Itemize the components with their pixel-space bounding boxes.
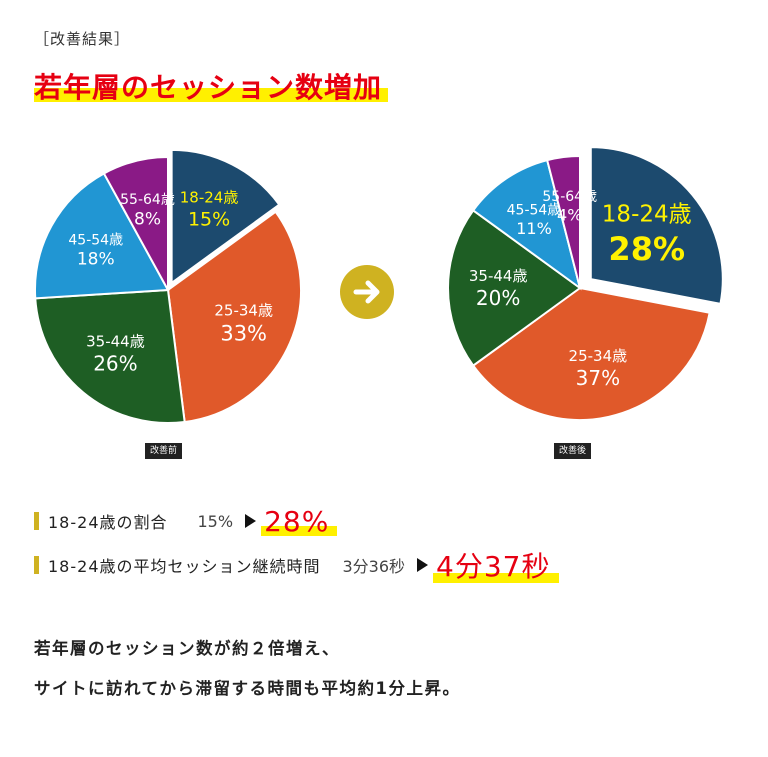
slice-value-label: 8% <box>134 210 161 230</box>
headline-block: 若年層のセッション数増加 <box>34 66 389 106</box>
stat-after-block: 28% <box>261 504 338 538</box>
pie-slice-45-54歳 <box>471 158 582 291</box>
triangle-right-icon <box>417 558 429 572</box>
slice-category-label: 25-34歳 <box>214 301 273 319</box>
section-label: ［改善結果］ <box>34 30 131 48</box>
arrow-right-icon <box>340 265 394 319</box>
pie-slice-25-34歳 <box>166 210 302 424</box>
slice-value-label: 37% <box>576 366 620 390</box>
pie-slice-35-44歳 <box>447 209 582 367</box>
stat-row-ratio: 18-24歳の割合 15% 28% <box>34 504 338 538</box>
stat-before-value: 15% <box>197 511 234 531</box>
slice-value-label: 4% <box>557 205 582 224</box>
slice-category-label: 35-44歳 <box>86 333 145 351</box>
chart-caption-before: 改善前 <box>145 443 183 459</box>
stat-row-time: 18-24歳の平均セッション継続時間 3分36秒 4分37秒 <box>34 545 559 585</box>
slice-value-label: 33% <box>220 322 267 346</box>
pie-slice-18-24歳 <box>170 148 281 285</box>
slice-category-label: 18-24歳 <box>180 189 239 207</box>
slice-value-label: 20% <box>476 286 520 310</box>
stat-after-block: 4分37秒 <box>433 545 559 585</box>
stat-label: 18-24歳の平均セッション継続時間 <box>48 557 321 576</box>
stat-after-value: 28% <box>264 504 330 538</box>
headline-highlight <box>34 88 389 102</box>
slice-value-label: 26% <box>93 352 137 376</box>
slice-category-label: 35-44歳 <box>469 267 528 285</box>
summary-line-1: 若年層のセッション数が約２倍増え、 <box>34 639 340 658</box>
slice-category-label: 55-64歳 <box>120 192 175 208</box>
slice-category-label: 45-54歳 <box>68 232 123 248</box>
pie-slice-35-44歳 <box>34 288 186 424</box>
stat-before-value: 3分36秒 <box>342 557 406 576</box>
slice-category-label: 55-64歳 <box>542 189 597 205</box>
slice-category-label: 25-34歳 <box>569 347 628 365</box>
bullet-bar <box>34 512 39 530</box>
summary-line-2: サイトに訪れてから滞留する時間も平均約1分上昇。 <box>34 679 461 698</box>
slice-value-label: 15% <box>188 209 230 231</box>
pie-slice-18-24歳 <box>589 146 724 305</box>
pie-slice-25-34歳 <box>471 286 711 421</box>
triangle-right-icon <box>245 514 257 528</box>
stat-after-highlight <box>261 525 338 536</box>
slice-value-label: 18% <box>77 250 115 270</box>
stat-label: 18-24歳の割合 <box>48 513 168 532</box>
slice-category-label: 45-54歳 <box>507 203 562 219</box>
stat-after-highlight <box>433 573 559 583</box>
pie-slice-55-64歳 <box>102 155 169 291</box>
headline: 若年層のセッション数増加 <box>34 71 383 104</box>
bullet-bar <box>34 556 39 574</box>
slice-category-label: 18-24歳 <box>602 202 692 228</box>
chart-caption-after: 改善後 <box>554 443 592 459</box>
slice-value-label: 28% <box>608 230 685 268</box>
stat-after-value: 4分37秒 <box>436 550 551 583</box>
slice-value-label: 11% <box>516 219 552 238</box>
pie-slice-45-54歳 <box>34 172 170 300</box>
pie-slice-55-64歳 <box>545 154 581 289</box>
